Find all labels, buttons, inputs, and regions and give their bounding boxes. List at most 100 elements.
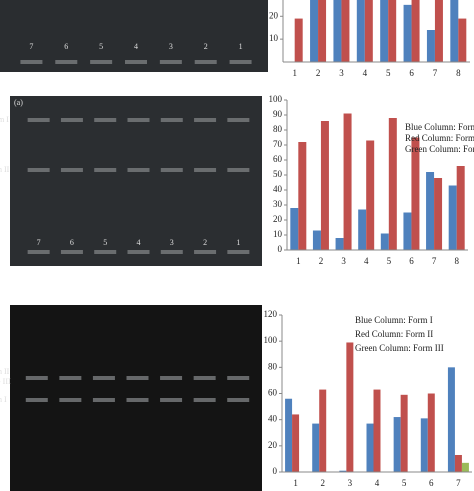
gel-band (59, 376, 82, 380)
x-tick-label: 1 (292, 68, 297, 78)
bar (388, 118, 397, 250)
y-tick-label: 100 (269, 94, 283, 104)
chart (294, 0, 467, 63)
gel-band (227, 376, 250, 380)
x-tick-label: 2 (320, 478, 325, 488)
gel-band (92, 376, 115, 380)
gel-band (160, 376, 183, 380)
x-tick-label: 5 (402, 478, 407, 488)
lane-label: 5 (103, 238, 107, 247)
y-tick-label: 10 (273, 229, 283, 239)
gel-band (59, 398, 82, 402)
gel-image (10, 96, 262, 266)
x-tick-label: 3 (339, 68, 344, 78)
y-tick-label: 80 (268, 361, 278, 371)
lane-label: 3 (169, 42, 173, 51)
gel-band (125, 60, 147, 64)
legend-entry: Red Column: Form II (405, 133, 474, 143)
bar (458, 18, 467, 63)
lane-label: 1 (239, 42, 243, 51)
gel-band (25, 398, 48, 402)
bar (393, 417, 401, 472)
bar (434, 0, 443, 63)
bar (294, 18, 303, 63)
bar (373, 389, 381, 472)
x-tick-label: 7 (432, 256, 437, 266)
gel-band (160, 168, 183, 172)
y-tick-label: 20 (269, 10, 279, 20)
bar (447, 367, 455, 472)
y-tick-label: 10 (269, 33, 279, 43)
lane-label: 4 (137, 238, 141, 247)
y-tick-label: 50 (273, 169, 283, 179)
bar (312, 423, 320, 472)
gel-band (227, 398, 250, 402)
gel-band (94, 118, 117, 122)
y-tick-label: 20 (273, 214, 283, 224)
gel-band (94, 168, 117, 172)
gel: 7 6 5 4 3 2 1 (20, 42, 252, 64)
gel: 7 6 5 4 3 2 1 (a) m I n II (0, 98, 250, 254)
gel-band (160, 398, 183, 402)
y-tick-label: 80 (273, 124, 283, 134)
bar (426, 172, 435, 250)
gel-band (160, 118, 183, 122)
bar (341, 0, 350, 62)
lane-label: 7 (37, 238, 41, 247)
gel-band (194, 250, 217, 254)
bar (366, 140, 375, 250)
y-tick-label: 60 (268, 388, 278, 398)
y-tick-label: 60 (273, 154, 283, 164)
x-tick-label: 3 (341, 256, 346, 266)
lane-label: 2 (204, 42, 208, 51)
gel-band (194, 168, 217, 172)
chart (285, 342, 469, 472)
gel-band (229, 60, 252, 64)
lane-label: 3 (170, 238, 174, 247)
y-tick-label: 30 (273, 199, 283, 209)
bar (420, 418, 428, 472)
bar (456, 166, 465, 250)
bar (366, 423, 374, 472)
x-tick-label: 1 (296, 256, 301, 266)
gel-band (227, 250, 250, 254)
x-tick-label: 7 (433, 68, 438, 78)
bar (290, 208, 299, 250)
bar (403, 4, 412, 62)
bar (346, 342, 354, 472)
bar (310, 0, 319, 63)
bar (319, 389, 327, 472)
y-tick-label: 0 (273, 466, 278, 476)
bar (427, 393, 435, 472)
gel-band (27, 168, 50, 172)
x-tick-label: 7 (456, 478, 461, 488)
x-tick-label: 8 (456, 68, 461, 78)
bar (448, 185, 457, 250)
bar (400, 394, 408, 472)
lane-label: 2 (203, 238, 207, 247)
x-tick-label: 4 (375, 478, 380, 488)
bar (364, 0, 373, 62)
x-tick-label: 5 (386, 68, 391, 78)
bar (335, 238, 344, 250)
y-tick-label: 70 (273, 139, 283, 149)
bar (434, 178, 443, 250)
x-tick-label: 2 (316, 68, 321, 78)
x-tick-label: 6 (409, 256, 414, 266)
chart (290, 113, 465, 250)
lane-label: 1 (236, 238, 240, 247)
gel-band (60, 168, 83, 172)
legend-entry: Green Column: Form III (355, 343, 444, 353)
lane-label: 4 (134, 42, 138, 51)
x-tick-label: 2 (319, 256, 324, 266)
bar (312, 230, 321, 250)
bar (356, 0, 365, 63)
panel-label: (a) (14, 98, 23, 107)
gel-band (60, 250, 83, 254)
legend-entry: Blue Column: Form I (405, 122, 474, 132)
y-tick-label: 90 (273, 109, 283, 119)
legend-entry: Green Column: Form III (405, 144, 474, 154)
x-tick-label: 8 (454, 256, 459, 266)
gel-band (92, 398, 115, 402)
